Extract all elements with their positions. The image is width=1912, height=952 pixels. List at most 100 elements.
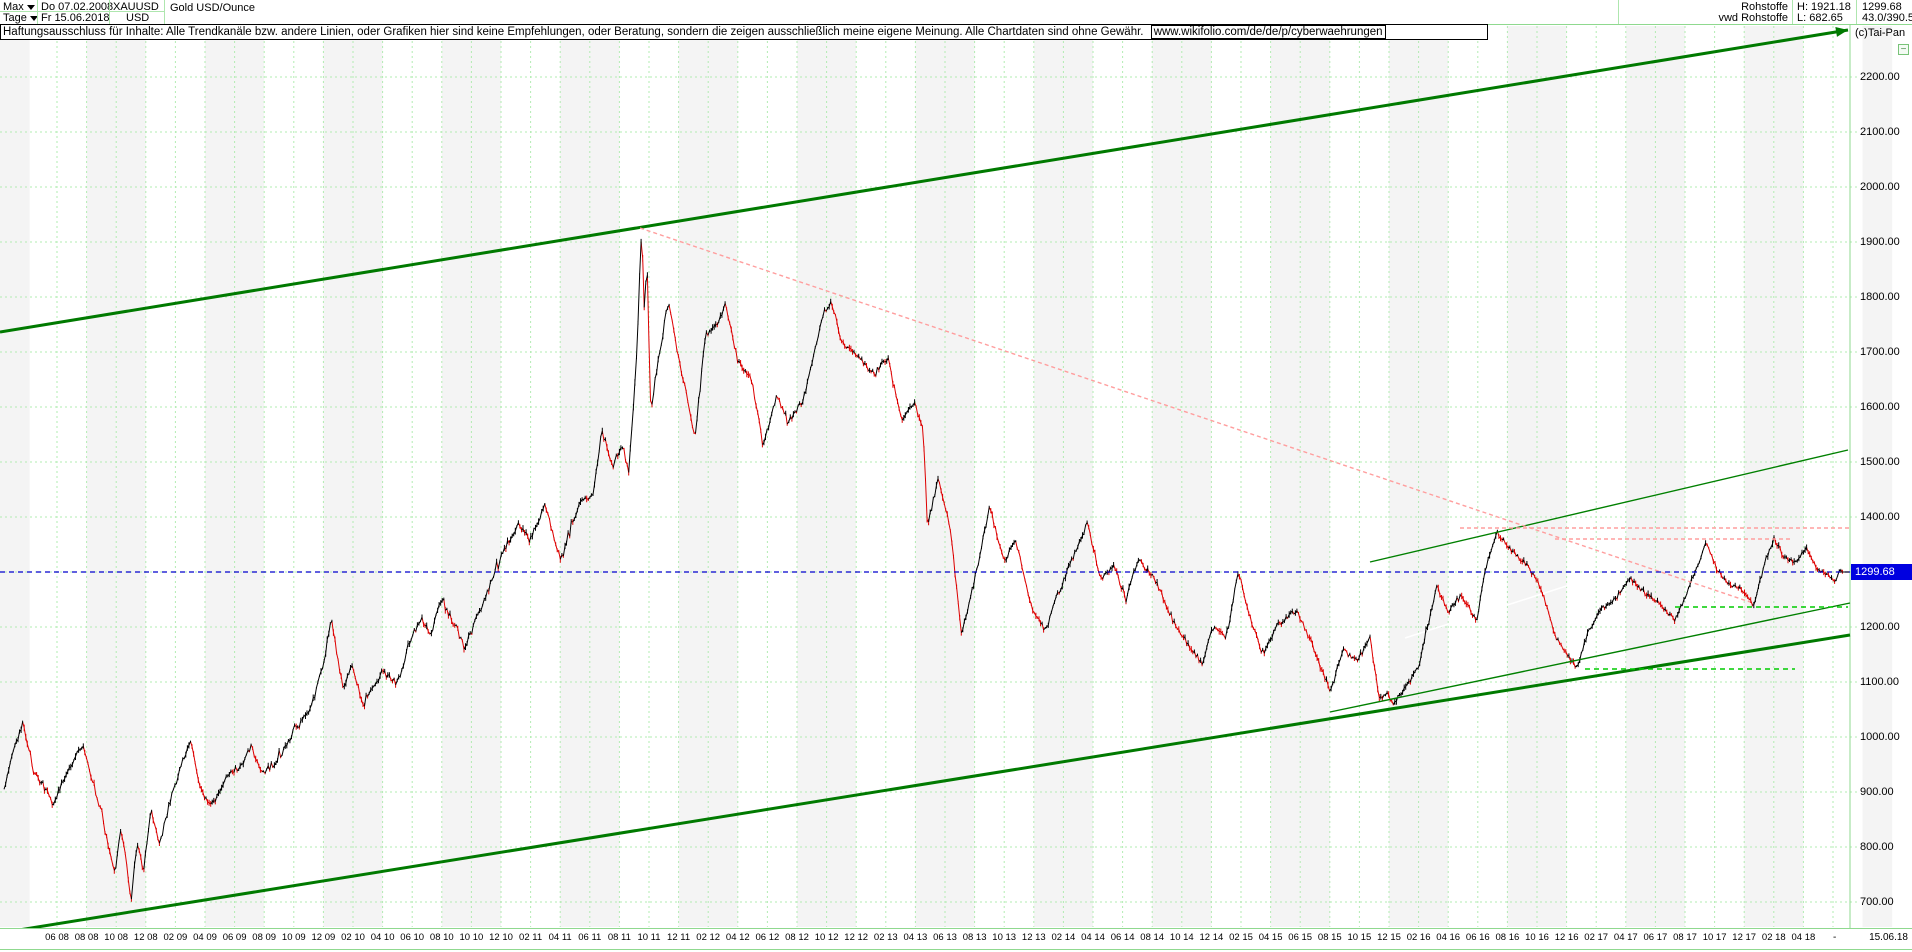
chevron-down-icon: [29, 15, 38, 21]
date-from: Do 07.02.2008: [41, 1, 114, 13]
x-axis-label: 08 15: [1317, 932, 1342, 943]
x-axis-label: 12 15: [1377, 932, 1401, 943]
x-axis-label: 10 16: [1525, 932, 1549, 943]
feed-label: vwd Rohstoffe: [1718, 12, 1788, 24]
x-axis-label: 04 13: [903, 932, 928, 943]
x-axis-label: 06 15: [1288, 932, 1313, 943]
x-axis-label: 12 13: [1021, 932, 1046, 943]
x-axis-label: 08 09: [252, 932, 277, 943]
x-axis-label: 02 14: [1051, 932, 1076, 943]
x-axis-label: 04 17: [1613, 932, 1638, 943]
y-axis-label: 1700.00: [1860, 346, 1900, 358]
y-axis-label: 900.00: [1860, 786, 1894, 798]
x-axis-label: 06 13: [933, 932, 957, 943]
y-axis-label: 1100.00: [1860, 676, 1899, 688]
x-axis-label: 02 10: [341, 932, 365, 943]
x-axis-label: 08 10: [429, 932, 454, 943]
copyright-label: (c)Tai-Pan: [1855, 27, 1906, 39]
disclaimer-text: Haftungsausschluss für Inhalte: Alle Tre…: [3, 26, 1147, 38]
header-separator: [0, 11, 164, 12]
header-separator: [1618, 0, 1619, 24]
last-price: 1299.68: [1862, 1, 1902, 13]
x-axis-label: 04 11: [548, 932, 572, 943]
x-axis-label: 06 11: [578, 932, 602, 943]
y-axis-label: 800.00: [1860, 841, 1894, 853]
y-axis-label: 1900.00: [1860, 236, 1900, 248]
y-axis-label: 1000.00: [1860, 731, 1900, 743]
x-axis-label: 02 16: [1406, 932, 1431, 943]
x-axis-label: 02 09: [163, 932, 188, 943]
chevron-down-icon: [26, 4, 35, 10]
x-axis-label: 12 11: [667, 932, 691, 943]
currency-label: USD: [126, 12, 150, 24]
x-axis-label: 08 14: [1140, 932, 1165, 943]
axis-end-dash: -: [1833, 932, 1837, 943]
x-axis-label: 02 12: [696, 932, 721, 943]
x-axis-label: 02 11: [519, 932, 543, 943]
high-value: H: 1921.18: [1797, 1, 1851, 13]
x-axis-label: 06 14: [1110, 932, 1135, 943]
y-axis-label: 2200.00: [1860, 71, 1900, 83]
group-label: Rohstoffe: [1741, 1, 1788, 13]
current-price-tag: 1299.68: [1851, 564, 1912, 580]
x-axis-label: 10 09: [281, 932, 306, 943]
header-separator: [1856, 0, 1857, 24]
y-axis-label: 1200.00: [1860, 621, 1900, 633]
symbol-label: XAUUSD: [113, 1, 159, 13]
y-axis-label: 2000.00: [1860, 181, 1900, 193]
x-axis-label: 10 13: [992, 932, 1017, 943]
x-axis-label: 10 12: [814, 932, 839, 943]
axis-end-date: 15.06.18: [1869, 932, 1908, 943]
x-axis-label: 12 14: [1199, 932, 1224, 943]
x-axis-label: 02 13: [873, 932, 898, 943]
header-separator: [37, 0, 38, 24]
x-axis-label: 10 10: [459, 932, 484, 943]
x-axis-label: 08 16: [1495, 932, 1520, 943]
wikifolio-link[interactable]: www.wikifolio.com/de/de/p/cyberwaehrunge…: [1150, 25, 1386, 39]
x-axis-label: 04 12: [725, 932, 750, 943]
x-axis: - 15.06.18 06 08 08 08 10 08 12 08 02 09 04 0…: [0, 928, 1912, 950]
x-axis-label: 02 17: [1584, 932, 1609, 943]
x-axis-label: 06 08: [45, 932, 69, 943]
y-axis-label: 1600.00: [1860, 401, 1900, 413]
x-axis-label: 10 15: [1347, 932, 1372, 943]
y-axis-label: 1400.00: [1860, 511, 1900, 523]
y-axis-label: 2100.00: [1860, 126, 1900, 138]
x-axis-label: 08 12: [785, 932, 809, 943]
x-axis-label: 02 18: [1761, 932, 1786, 943]
header-separator: [1792, 0, 1793, 24]
interval-label: Tage: [3, 12, 27, 24]
x-axis-label: 10 14: [1169, 932, 1194, 943]
x-axis-label: 06 12: [755, 932, 780, 943]
x-axis-label: 06 17: [1643, 932, 1668, 943]
x-axis-label: 06 16: [1465, 932, 1490, 943]
x-axis-label: 04 15: [1258, 932, 1283, 943]
y-axis-label: 1500.00: [1860, 456, 1900, 468]
date-to: Fr 15.06.2018: [41, 12, 110, 24]
x-axis-label: 04 14: [1081, 932, 1105, 943]
x-axis-label: 10 17: [1702, 932, 1727, 943]
x-axis-label: 04 18: [1791, 932, 1816, 943]
x-axis-label: 10 11: [637, 932, 661, 943]
header-separator: [164, 0, 165, 24]
x-axis-label: 12 17: [1732, 932, 1757, 943]
x-axis-label: 02 15: [1229, 932, 1253, 943]
x-axis-label: 04 16: [1436, 932, 1461, 943]
x-axis-label: 12 10: [489, 932, 513, 943]
x-axis-label: 12 12: [844, 932, 869, 943]
x-axis-label: 04 09: [193, 932, 217, 943]
x-axis-label: 08 11: [607, 932, 631, 943]
period-dropdown[interactable]: Max: [3, 2, 35, 13]
x-axis-label: 08 13: [962, 932, 987, 943]
y-axis-label: 700.00: [1860, 896, 1894, 908]
x-axis-label: 04 10: [370, 932, 395, 943]
collapse-icon[interactable]: −: [1898, 44, 1909, 55]
x-axis-label: 12 16: [1554, 932, 1579, 943]
stat-value: 43.0/390.5: [1862, 12, 1912, 24]
header-separator: [109, 0, 110, 24]
disclaimer-bar: Haftungsausschluss für Inhalte: Alle Tre…: [0, 24, 1488, 40]
period-label: Max: [3, 1, 24, 13]
interval-dropdown[interactable]: Tage: [3, 13, 38, 24]
